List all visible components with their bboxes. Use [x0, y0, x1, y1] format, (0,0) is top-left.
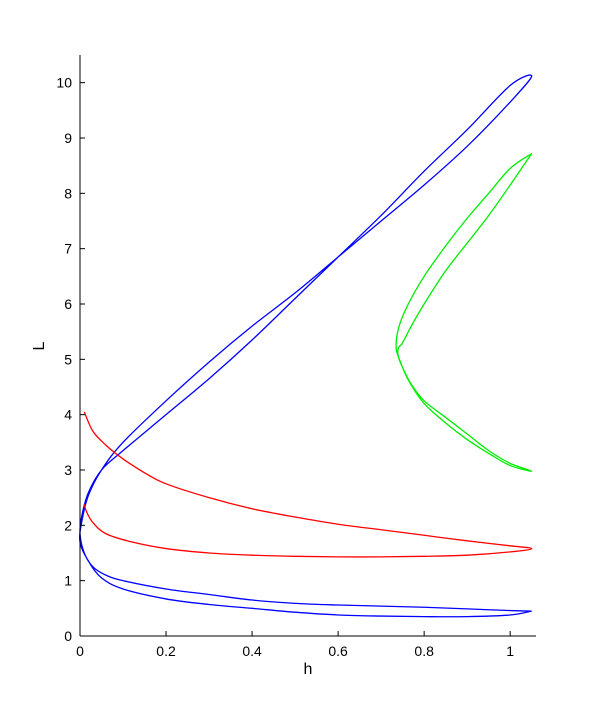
x-tick-label: 0.4 — [242, 643, 262, 659]
series-line-3 — [395, 152, 533, 472]
y-tick-label: 10 — [56, 75, 72, 91]
x-tick-label: 0.8 — [414, 643, 434, 659]
y-tick-label: 0 — [64, 628, 72, 644]
y-ticks: 0 1 2 3 4 5 6 7 8 9 10 — [56, 75, 85, 644]
x-ticks: 0 0.2 0.4 0.6 0.8 1 — [76, 631, 514, 659]
y-tick-label: 4 — [64, 407, 72, 423]
y-tick-label: 5 — [64, 351, 72, 367]
x-tick-label: 1 — [506, 643, 514, 659]
y-tick-label: 3 — [64, 462, 72, 478]
y-tick-label: 9 — [64, 130, 72, 146]
series-line-2 — [83, 411, 533, 558]
x-tick-label: 0.6 — [328, 643, 348, 659]
y-tick-label: 1 — [64, 573, 72, 589]
x-tick-label: 0 — [76, 643, 84, 659]
y-tick-label: 6 — [64, 296, 72, 312]
y-tick-label: 8 — [64, 185, 72, 201]
x-axis-label: h — [304, 661, 313, 678]
y-tick-label: 2 — [64, 517, 72, 533]
y-tick-label: 7 — [64, 241, 72, 257]
series-line-1 — [79, 74, 533, 618]
axes-layer — [79, 55, 536, 637]
x-tick-label: 0.2 — [156, 643, 176, 659]
plot-area — [80, 55, 536, 636]
y-axis-label: L — [31, 341, 48, 350]
series-layer — [79, 74, 533, 618]
